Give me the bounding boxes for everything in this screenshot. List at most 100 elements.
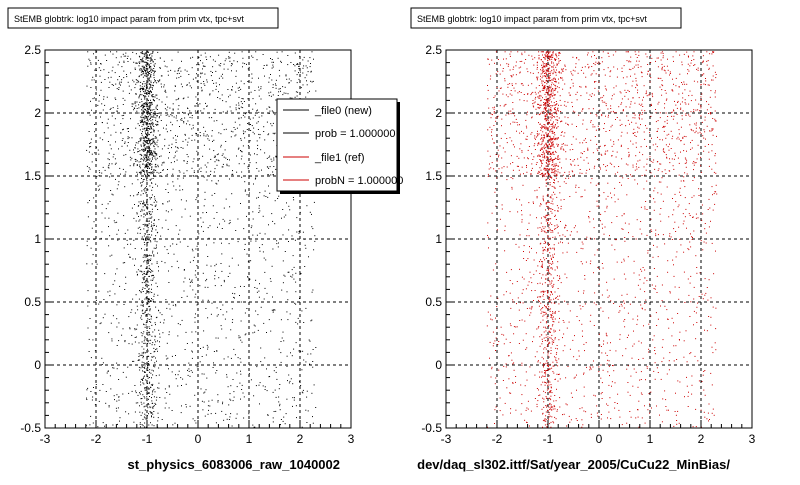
scatter-point: [150, 237, 151, 238]
scatter-point: [552, 341, 553, 342]
scatter-point: [112, 84, 113, 85]
scatter-point: [178, 267, 179, 268]
scatter-point: [564, 181, 565, 182]
scatter-point: [245, 113, 246, 114]
scatter-point: [229, 419, 230, 420]
scatter-point: [161, 75, 162, 76]
scatter-point: [153, 100, 154, 101]
scatter-point: [136, 63, 137, 64]
scatter-point: [144, 174, 145, 175]
scatter-point: [549, 103, 550, 104]
scatter-point: [185, 404, 186, 405]
scatter-point: [603, 344, 604, 345]
scatter-point: [532, 168, 533, 169]
scatter-point: [171, 209, 172, 210]
scatter-point: [90, 87, 91, 88]
scatter-point: [102, 139, 103, 140]
scatter-point: [582, 67, 583, 68]
scatter-point: [108, 141, 109, 142]
scatter-point: [142, 89, 143, 90]
scatter-point: [551, 292, 552, 293]
scatter-point: [300, 351, 301, 352]
scatter-point: [149, 93, 150, 94]
scatter-point: [175, 86, 176, 87]
scatter-point: [268, 82, 269, 83]
scatter-point: [254, 90, 255, 91]
scatter-point: [141, 391, 142, 392]
scatter-point: [155, 148, 156, 149]
scatter-point: [528, 401, 529, 402]
scatter-point: [547, 290, 548, 291]
scatter-point: [307, 84, 308, 85]
scatter-point: [153, 51, 154, 52]
scatter-point: [261, 115, 262, 116]
scatter-point: [150, 100, 151, 101]
scatter-point: [641, 271, 642, 272]
scatter-point: [148, 128, 149, 129]
scatter-point: [271, 96, 272, 97]
scatter-point: [204, 145, 205, 146]
scatter-point: [151, 91, 152, 92]
scatter-point: [157, 172, 158, 173]
scatter-point: [147, 367, 148, 368]
scatter-point: [145, 352, 146, 353]
scatter-point: [558, 381, 559, 382]
scatter-point: [492, 114, 493, 115]
scatter-point: [267, 122, 268, 123]
scatter-point: [148, 230, 149, 231]
scatter-point: [551, 70, 552, 71]
scatter-point: [127, 58, 128, 59]
scatter-point: [551, 110, 552, 111]
scatter-point: [203, 330, 204, 331]
scatter-point: [214, 265, 215, 266]
scatter-point: [142, 114, 143, 115]
scatter-point: [559, 162, 560, 163]
scatter-point: [269, 107, 270, 108]
scatter-point: [709, 199, 710, 200]
scatter-point: [552, 126, 553, 127]
scatter-point: [213, 362, 214, 363]
scatter-point: [272, 297, 273, 298]
scatter-point: [293, 197, 294, 198]
scatter-point: [532, 103, 533, 104]
scatter-point: [530, 174, 531, 175]
scatter-point: [636, 147, 637, 148]
scatter-point: [123, 215, 124, 216]
scatter-point: [683, 213, 684, 214]
scatter-point: [155, 97, 156, 98]
scatter-point: [234, 293, 235, 294]
scatter-point: [196, 151, 197, 152]
scatter-point: [546, 64, 547, 65]
scatter-point: [251, 56, 252, 57]
scatter-point: [270, 123, 271, 124]
scatter-point: [557, 374, 558, 375]
scatter-point: [598, 91, 599, 92]
scatter-point: [566, 159, 567, 160]
scatter-point: [648, 95, 649, 96]
scatter-point: [155, 120, 156, 121]
scatter-point: [146, 249, 147, 250]
scatter-point: [305, 361, 306, 362]
scatter-point: [139, 150, 140, 151]
scatter-point: [179, 170, 180, 171]
scatter-point: [536, 94, 537, 95]
scatter-point: [684, 89, 685, 90]
scatter-point: [140, 211, 141, 212]
scatter-point: [156, 138, 157, 139]
scatter-point: [145, 62, 146, 63]
scatter-point: [545, 405, 546, 406]
scatter-point: [287, 356, 288, 357]
scatter-point: [712, 384, 713, 385]
scatter-point: [552, 237, 553, 238]
scatter-point: [238, 118, 239, 119]
scatter-point: [225, 319, 226, 320]
scatter-point: [555, 215, 556, 216]
scatter-point: [119, 421, 120, 422]
scatter-point: [141, 209, 142, 210]
scatter-point: [679, 205, 680, 206]
scatter-point: [152, 384, 153, 385]
scatter-point: [114, 112, 115, 113]
scatter-point: [222, 100, 223, 101]
scatter-point: [597, 159, 598, 160]
scatter-point: [121, 56, 122, 57]
